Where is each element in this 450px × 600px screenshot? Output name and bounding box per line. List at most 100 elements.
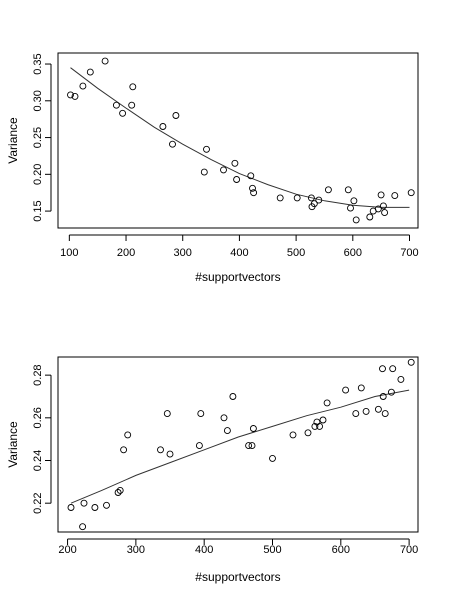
data-point xyxy=(91,504,99,511)
data-point xyxy=(362,407,370,415)
y-tick-label: 0.35 xyxy=(32,53,44,74)
data-point xyxy=(229,393,237,400)
data-point xyxy=(352,410,360,418)
y-axis-title: Variance xyxy=(6,421,20,468)
data-point xyxy=(350,197,358,205)
plot-frame xyxy=(57,52,419,229)
data-point xyxy=(250,189,258,197)
x-tick-label: 400 xyxy=(230,247,248,259)
data-point xyxy=(357,384,365,392)
data-point xyxy=(80,499,88,507)
data-point xyxy=(124,431,132,439)
data-point xyxy=(269,454,276,462)
x-tick-label: 100 xyxy=(60,247,78,259)
data-point xyxy=(247,172,255,180)
y-tick-label: 0.28 xyxy=(32,364,44,385)
x-tick-label: 300 xyxy=(127,544,145,556)
y-tick-label: 0.25 xyxy=(32,127,44,148)
data-point xyxy=(129,83,137,91)
data-point xyxy=(79,523,87,531)
data-point xyxy=(374,405,382,413)
y-axis-title: Variance xyxy=(6,117,20,164)
data-point xyxy=(316,422,324,430)
x-tick-label: 600 xyxy=(332,544,350,556)
data-point xyxy=(220,166,227,174)
data-point xyxy=(374,205,382,213)
data-point xyxy=(276,194,284,202)
data-point xyxy=(407,358,415,366)
data-point xyxy=(379,393,387,400)
data-point xyxy=(342,386,350,394)
data-point xyxy=(352,216,360,224)
y-tick-label: 0.26 xyxy=(32,407,44,428)
data-point xyxy=(304,429,312,437)
bottom-scatter-plot: 200 300 400 500 600 700 0.22 0.24 0.26 0.28 #suppo… xyxy=(6,356,419,584)
data-point xyxy=(71,92,79,100)
data-point xyxy=(231,159,239,167)
data-point xyxy=(249,184,256,192)
data-point xyxy=(407,189,415,197)
data-point xyxy=(119,109,127,117)
data-point xyxy=(248,442,256,450)
data-point xyxy=(377,191,385,199)
x-axis-title: #supportvectors xyxy=(195,270,280,284)
data-point xyxy=(220,414,228,422)
data-point xyxy=(159,123,167,130)
data-point xyxy=(128,101,136,109)
data-point xyxy=(101,57,109,65)
data-point xyxy=(324,186,332,194)
trend-line xyxy=(70,67,410,208)
data-point xyxy=(293,194,301,202)
x-tick-label: 700 xyxy=(400,544,418,556)
data-point xyxy=(67,91,74,99)
data-point xyxy=(172,112,180,119)
data-point xyxy=(163,410,171,418)
data-point xyxy=(379,365,386,373)
data-point xyxy=(116,486,124,494)
data-point xyxy=(311,422,319,430)
data-point xyxy=(200,168,208,176)
x-tick-label: 200 xyxy=(117,247,135,259)
data-point xyxy=(379,202,387,210)
x-tick-label: 500 xyxy=(287,247,305,259)
y-tick-label: 0.24 xyxy=(32,450,44,471)
data-point xyxy=(103,501,110,509)
data-point xyxy=(79,82,87,90)
x-axis-title: #supportvectors xyxy=(195,570,280,584)
x-tick-label: 600 xyxy=(344,247,362,259)
data-point xyxy=(310,200,318,208)
data-point xyxy=(112,101,120,109)
data-point xyxy=(157,446,164,454)
data-point xyxy=(307,194,315,202)
data-point xyxy=(366,213,374,221)
data-point xyxy=(381,209,389,217)
data-point xyxy=(223,427,231,435)
data-point xyxy=(344,186,352,194)
data-point xyxy=(381,410,389,418)
y-tick-label: 0.22 xyxy=(32,492,44,513)
data-point xyxy=(249,425,257,432)
data-point xyxy=(169,140,176,148)
data-point xyxy=(323,399,331,407)
y-tick-label: 0.20 xyxy=(32,164,44,185)
data-point xyxy=(319,416,327,424)
data-point xyxy=(347,204,354,212)
data-point xyxy=(67,504,75,511)
data-point xyxy=(389,365,397,373)
x-tick-label: 400 xyxy=(195,544,213,556)
x-tick-label: 500 xyxy=(263,544,281,556)
plot-frame xyxy=(57,356,419,533)
trend-line xyxy=(70,389,410,504)
data-point xyxy=(114,489,122,496)
data-point xyxy=(289,431,297,439)
data-point xyxy=(120,446,128,454)
data-point xyxy=(197,410,205,418)
data-point xyxy=(166,450,174,458)
data-point xyxy=(315,196,323,204)
data-point xyxy=(86,68,94,76)
x-tick-label: 700 xyxy=(400,247,418,259)
data-point xyxy=(397,375,405,383)
data-point xyxy=(387,388,395,396)
x-tick-label: 300 xyxy=(174,247,192,259)
